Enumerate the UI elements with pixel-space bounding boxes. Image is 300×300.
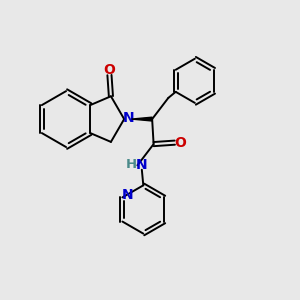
- Text: N: N: [122, 188, 133, 202]
- Polygon shape: [131, 117, 152, 121]
- Text: H: H: [126, 158, 137, 171]
- Text: O: O: [103, 63, 116, 77]
- Text: N: N: [136, 158, 148, 172]
- Text: N: N: [123, 111, 135, 124]
- Text: O: O: [174, 136, 186, 150]
